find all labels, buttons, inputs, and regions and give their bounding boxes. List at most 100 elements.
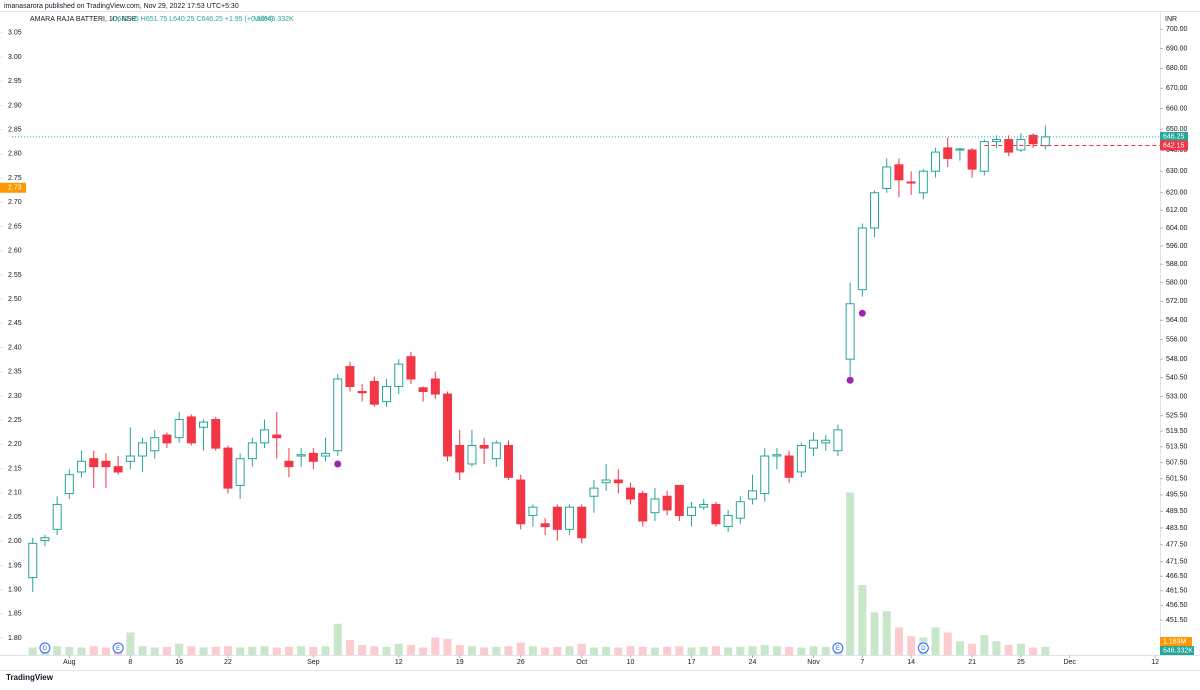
y-tick-label: 519.50 xyxy=(1166,428,1188,435)
volume-bar xyxy=(223,646,232,655)
signal-dot xyxy=(846,376,854,384)
candle-body xyxy=(845,303,855,360)
candle-body xyxy=(552,506,562,530)
y2-tick-label: 2.50 xyxy=(8,296,22,303)
y-tick-label: 564.00 xyxy=(1166,317,1188,324)
event-marker xyxy=(112,642,124,654)
x-tick-label: 24 xyxy=(749,659,757,666)
y2-tick-label: 2.45 xyxy=(8,320,22,327)
x-tick-label: 10 xyxy=(627,659,635,666)
x-tick-label: 21 xyxy=(968,659,976,666)
event-marker xyxy=(832,642,844,654)
y2-tick-label: 2.05 xyxy=(8,514,22,521)
volume-bar xyxy=(175,643,184,655)
volume-bar xyxy=(284,646,293,655)
volume-bar xyxy=(89,646,98,655)
candle-body xyxy=(77,460,87,473)
candle-body xyxy=(772,454,782,457)
volume-bar xyxy=(724,647,733,655)
event-marker xyxy=(917,642,929,654)
volume-bar xyxy=(333,623,342,655)
candle-body xyxy=(455,444,465,473)
candle-body xyxy=(284,460,294,468)
y-tick-label: 612.00 xyxy=(1166,207,1188,214)
y-tick-label: 596.00 xyxy=(1166,243,1188,250)
volume-bar xyxy=(870,612,879,655)
volume-label: 646.332K xyxy=(1163,647,1193,654)
y-tick-label: 495.50 xyxy=(1166,492,1188,499)
y2-tick-label: 2.20 xyxy=(8,441,22,448)
volume-bar xyxy=(785,646,794,655)
volume-bar xyxy=(663,646,672,655)
y2-tick-label: 2.10 xyxy=(8,490,22,497)
volume-bar xyxy=(846,492,855,655)
volume-bar xyxy=(126,632,135,655)
volume-bar xyxy=(907,636,916,655)
candle-body xyxy=(418,387,428,393)
y2-tick-label: 3.05 xyxy=(8,30,22,37)
event-label: D xyxy=(921,646,926,652)
volume-bar xyxy=(589,647,598,655)
y2-tick-label: 1.90 xyxy=(8,586,22,593)
x-tick-label: 17 xyxy=(688,659,696,666)
candle-body xyxy=(943,147,953,159)
volume-bar xyxy=(272,647,281,655)
candle-body xyxy=(638,493,648,522)
candle-body xyxy=(406,356,416,380)
y2-tick-label: 2.85 xyxy=(8,127,22,134)
y2-tick-label: 2.80 xyxy=(8,151,22,158)
y-tick-label: 650.00 xyxy=(1166,126,1188,133)
volume-bar xyxy=(321,646,330,655)
candle-body xyxy=(699,503,709,508)
volume-bar xyxy=(516,642,525,655)
volume-bar xyxy=(650,647,659,655)
candle-body xyxy=(260,429,270,444)
candle-body xyxy=(955,148,965,151)
volume-bar xyxy=(187,646,196,655)
volume-bar xyxy=(28,647,37,655)
candle-body xyxy=(992,139,1002,143)
y2-tick-label: 2.00 xyxy=(8,538,22,545)
x-tick-label: 19 xyxy=(456,659,464,666)
y-tick-label: 660.00 xyxy=(1166,105,1188,112)
y2-tick-label: 2.55 xyxy=(8,272,22,279)
y2-tick-label: 2.25 xyxy=(8,417,22,424)
candle-body xyxy=(931,151,941,172)
volume-bar xyxy=(675,646,684,655)
volume-bar xyxy=(1016,643,1025,655)
volume-bar xyxy=(1004,645,1013,655)
volume-bar xyxy=(150,647,159,655)
candle-body xyxy=(577,506,587,539)
volume-bar xyxy=(894,627,903,655)
y2-tick-label: 2.60 xyxy=(8,248,22,255)
candle-body xyxy=(626,487,636,500)
event-marker xyxy=(39,642,51,654)
x-tick-label: Sep xyxy=(307,659,320,666)
candle-body xyxy=(821,439,831,444)
candle-body xyxy=(540,523,550,528)
candle-body xyxy=(308,452,318,462)
y-tick-label: 630.00 xyxy=(1166,168,1188,175)
volume-bar xyxy=(699,646,708,655)
y2-tick-label: 1.80 xyxy=(8,635,22,642)
x-tick-label: 12 xyxy=(395,659,403,666)
candle-body xyxy=(748,490,758,500)
candle-body xyxy=(674,484,684,516)
volume-bar xyxy=(467,646,476,655)
volume-bar xyxy=(443,638,452,655)
candle-body xyxy=(357,391,367,394)
volume-bar xyxy=(431,637,440,655)
volume-bar xyxy=(162,646,171,655)
volume-badge xyxy=(1160,646,1194,655)
volume-bar xyxy=(553,646,562,655)
volume-bar xyxy=(980,635,989,655)
volume-bar xyxy=(772,646,781,655)
y-tick-label: 451.50 xyxy=(1166,617,1188,624)
candle-body xyxy=(394,363,404,387)
y2-tick-label: 1.95 xyxy=(8,562,22,569)
y-tick-label: 588.00 xyxy=(1166,261,1188,268)
candle-body xyxy=(1040,136,1050,147)
volume-bar xyxy=(626,646,635,655)
